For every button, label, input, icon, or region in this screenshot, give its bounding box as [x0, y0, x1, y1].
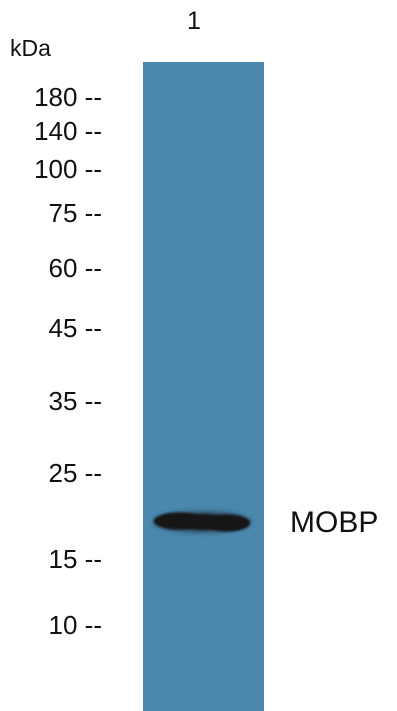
marker-180: 180 --: [34, 82, 102, 112]
marker-140: 140 --: [34, 116, 102, 146]
marker-60: 60 --: [48, 253, 102, 283]
band-label-mobp: MOBP: [290, 506, 379, 539]
band-graphic: [153, 511, 251, 533]
marker-75: 75 --: [48, 198, 102, 228]
kda-unit-label: kDa: [10, 35, 51, 61]
protein-band: [153, 511, 251, 533]
marker-10: 10 --: [48, 610, 102, 640]
marker-35: 35 --: [48, 386, 102, 416]
lane-number-label: 1: [187, 7, 201, 35]
marker-15: 15 --: [48, 544, 102, 574]
marker-100: 100 --: [34, 154, 102, 184]
marker-45: 45 --: [48, 313, 102, 343]
marker-25: 25 --: [48, 458, 102, 488]
blot-lane: [143, 62, 264, 711]
